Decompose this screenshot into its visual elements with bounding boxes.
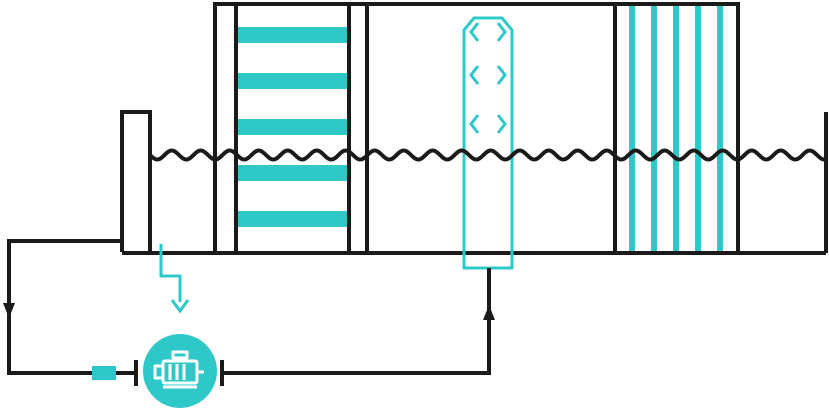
baffle-plate <box>238 165 347 181</box>
flow-arrow-up-icon <box>483 305 495 320</box>
circulation-pump[interactable] <box>143 334 217 408</box>
aeration-column <box>462 16 514 270</box>
flow-arrow-down-icon <box>3 303 15 318</box>
baffle-plate <box>238 119 347 135</box>
vertical-plate-section <box>613 4 723 253</box>
left-return-pipe <box>3 239 122 375</box>
right-return-pipe <box>222 268 491 375</box>
air-diffuser-icon <box>469 22 507 134</box>
motor-pump-icon <box>153 350 204 389</box>
tank-housing <box>213 2 740 253</box>
baffle-plate <box>238 73 347 89</box>
water-surface-wave <box>148 148 828 162</box>
horizontal-baffle-section <box>234 4 369 253</box>
baffle-plate <box>238 27 347 43</box>
inlet-weir <box>120 110 152 252</box>
drain-outlet <box>159 244 190 314</box>
baffle-plate <box>238 211 347 227</box>
down-arrow-icon <box>170 299 190 314</box>
pump-coupling <box>92 366 116 380</box>
